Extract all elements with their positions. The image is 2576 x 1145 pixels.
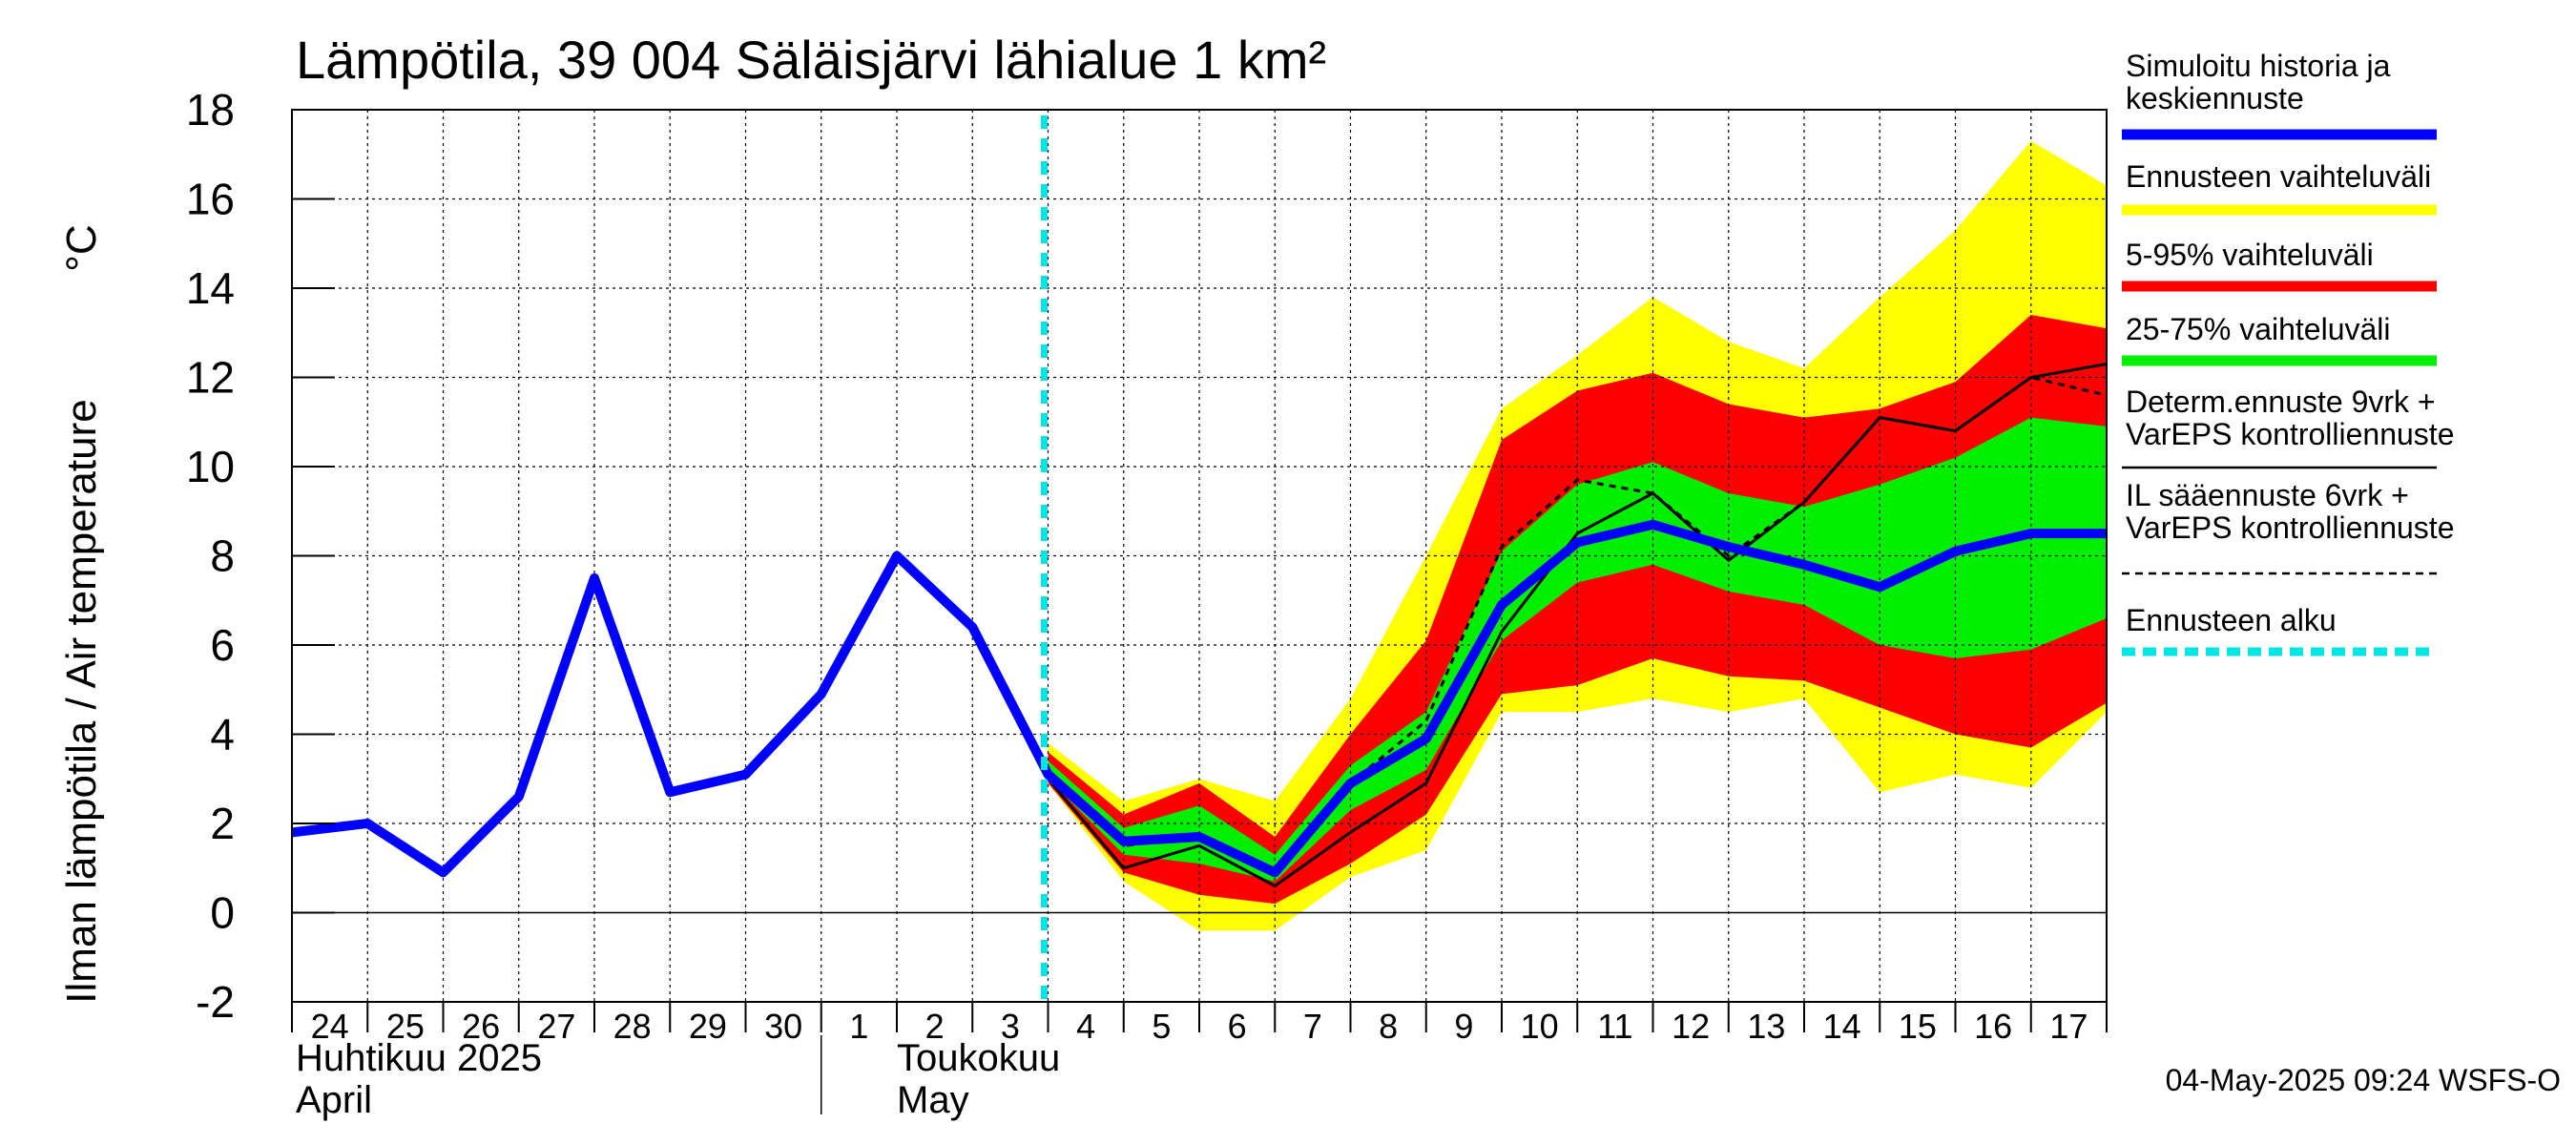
x-tick-label: 6 [1228,1007,1247,1046]
month-label-may-en: May [897,1079,969,1121]
x-tick-label: 5 [1152,1007,1171,1046]
x-tick-label: 15 [1899,1007,1937,1046]
x-tick-label: 4 [1076,1007,1095,1046]
x-tick-label: 10 [1521,1007,1559,1046]
x-tick-label: 30 [764,1007,802,1046]
y-tick-label: 16 [186,175,235,224]
x-tick-label: 3 [1001,1007,1020,1046]
x-tick-label: 24 [311,1007,349,1046]
legend-label: Simuloitu historia ja [2126,49,2391,83]
y-axis-unit-text: °C [58,224,105,271]
y-axis-label: Ilman lämpötila / Air temperature [58,399,105,1003]
x-tick-label: 25 [386,1007,425,1046]
y-tick-label: 12 [186,353,235,403]
x-tick-label: 7 [1303,1007,1322,1046]
history-mean-line [292,519,2107,878]
legend-label: VarEPS kontrolliennuste [2126,510,2454,545]
y-tick-label: 14 [186,263,235,313]
y-tick-label: 8 [210,531,235,581]
y-tick-label: 0 [210,888,235,938]
legend-label: VarEPS kontrolliennuste [2126,417,2454,451]
legend-label: 5-95% vaihteluväli [2126,238,2374,272]
x-tick-label: 16 [1974,1007,2012,1046]
y-tick-label: -2 [196,977,235,1027]
plot-area [292,110,2107,1002]
legend-label: Determ.ennuste 9vrk + [2126,385,2436,419]
x-tick-label: 12 [1672,1007,1710,1046]
plot-content [292,110,2107,1002]
y-tick-label: 10 [186,442,235,491]
x-tick-label: 17 [2049,1007,2088,1046]
x-tick-label: 9 [1454,1007,1473,1046]
x-tick-label: 11 [1597,1007,1632,1046]
x-tick-label: 8 [1379,1007,1398,1046]
legend-label: Ennusteen vaihteluväli [2126,159,2431,194]
x-tick-label: 28 [613,1007,652,1046]
x-tick-label: 29 [689,1007,727,1046]
legend-label: 25-75% vaihteluväli [2126,312,2391,346]
y-axis-unit: °C [58,224,105,271]
month-label-april-fi: Huhtikuu 2025 [296,1037,542,1079]
y-tick-label: 4 [210,710,235,760]
y-tick-label: 6 [210,620,235,670]
legend-label: Ennusteen alku [2126,603,2337,637]
timestamp: 04-May-2025 09:24 WSFS-O [2166,1063,2561,1097]
green-25-75-band [1048,417,2107,882]
legend-label: keskiennuste [2126,81,2304,115]
y-tick-label: 2 [210,799,235,848]
x-tick-label: 26 [462,1007,500,1046]
month-label-may-fi: Toukokuu [897,1037,1060,1079]
chart-title: Lämpötila, 39 004 Säläisjärvi lähialue 1… [296,30,1326,90]
x-tick-label: 14 [1823,1007,1861,1046]
y-tick-label: 18 [186,85,235,135]
x-tick-label: 13 [1747,1007,1785,1046]
legend-label: IL sääennuste 6vrk + [2126,478,2409,512]
x-tick-label: 27 [537,1007,575,1046]
x-tick-label: 1 [849,1007,868,1046]
y-axis-title: Ilman lämpötila / Air temperature [58,399,105,1003]
month-label-april-en: April [296,1079,372,1121]
x-tick-label: 2 [925,1007,945,1046]
